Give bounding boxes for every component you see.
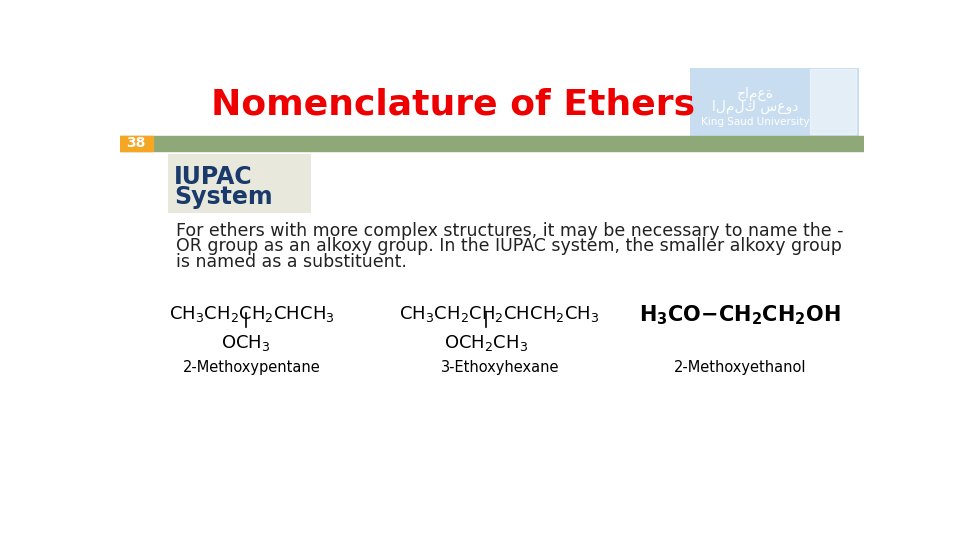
Text: $\mathregular{CH_3CH_2CH_2CHCH_2CH_3}$: $\mathregular{CH_3CH_2CH_2CHCH_2CH_3}$ <box>399 303 600 323</box>
Text: OR group as an alkoxy group. In the IUPAC system, the smaller alkoxy group: OR group as an alkoxy group. In the IUPA… <box>176 237 842 255</box>
Text: 3-Ethoxyhexane: 3-Ethoxyhexane <box>441 360 559 375</box>
Text: جامعة: جامعة <box>737 86 774 100</box>
Text: For ethers with more complex structures, it may be necessary to name the -: For ethers with more complex structures,… <box>176 222 843 240</box>
Bar <box>809 70 856 134</box>
Text: الملك سعود: الملك سعود <box>712 99 799 113</box>
Text: IUPAC: IUPAC <box>175 165 252 189</box>
Text: 2-Methoxypentane: 2-Methoxypentane <box>182 360 321 375</box>
Text: $\mathbf{H_3CO}$$\mathbf{-}$$\mathbf{CH_2CH_2OH}$: $\mathbf{H_3CO}$$\mathbf{-}$$\mathbf{CH_… <box>639 303 841 327</box>
Text: 38: 38 <box>127 136 146 150</box>
Bar <box>120 136 153 151</box>
Bar <box>120 136 864 151</box>
Text: $\mathregular{CH_3CH_2CH_2CHCH_3}$: $\mathregular{CH_3CH_2CH_2CHCH_3}$ <box>169 303 335 323</box>
Text: $\mathregular{OCH_2CH_3}$: $\mathregular{OCH_2CH_3}$ <box>444 333 528 353</box>
Text: $\mathregular{OCH_3}$: $\mathregular{OCH_3}$ <box>221 333 271 353</box>
FancyBboxPatch shape <box>689 68 858 136</box>
Text: is named as a substituent.: is named as a substituent. <box>176 253 407 271</box>
Text: King Saud University: King Saud University <box>701 117 809 127</box>
FancyBboxPatch shape <box>168 154 311 213</box>
Text: System: System <box>175 185 273 209</box>
Text: 2-Methoxyethanol: 2-Methoxyethanol <box>674 360 806 375</box>
Text: Nomenclature of Ethers: Nomenclature of Ethers <box>211 88 695 122</box>
